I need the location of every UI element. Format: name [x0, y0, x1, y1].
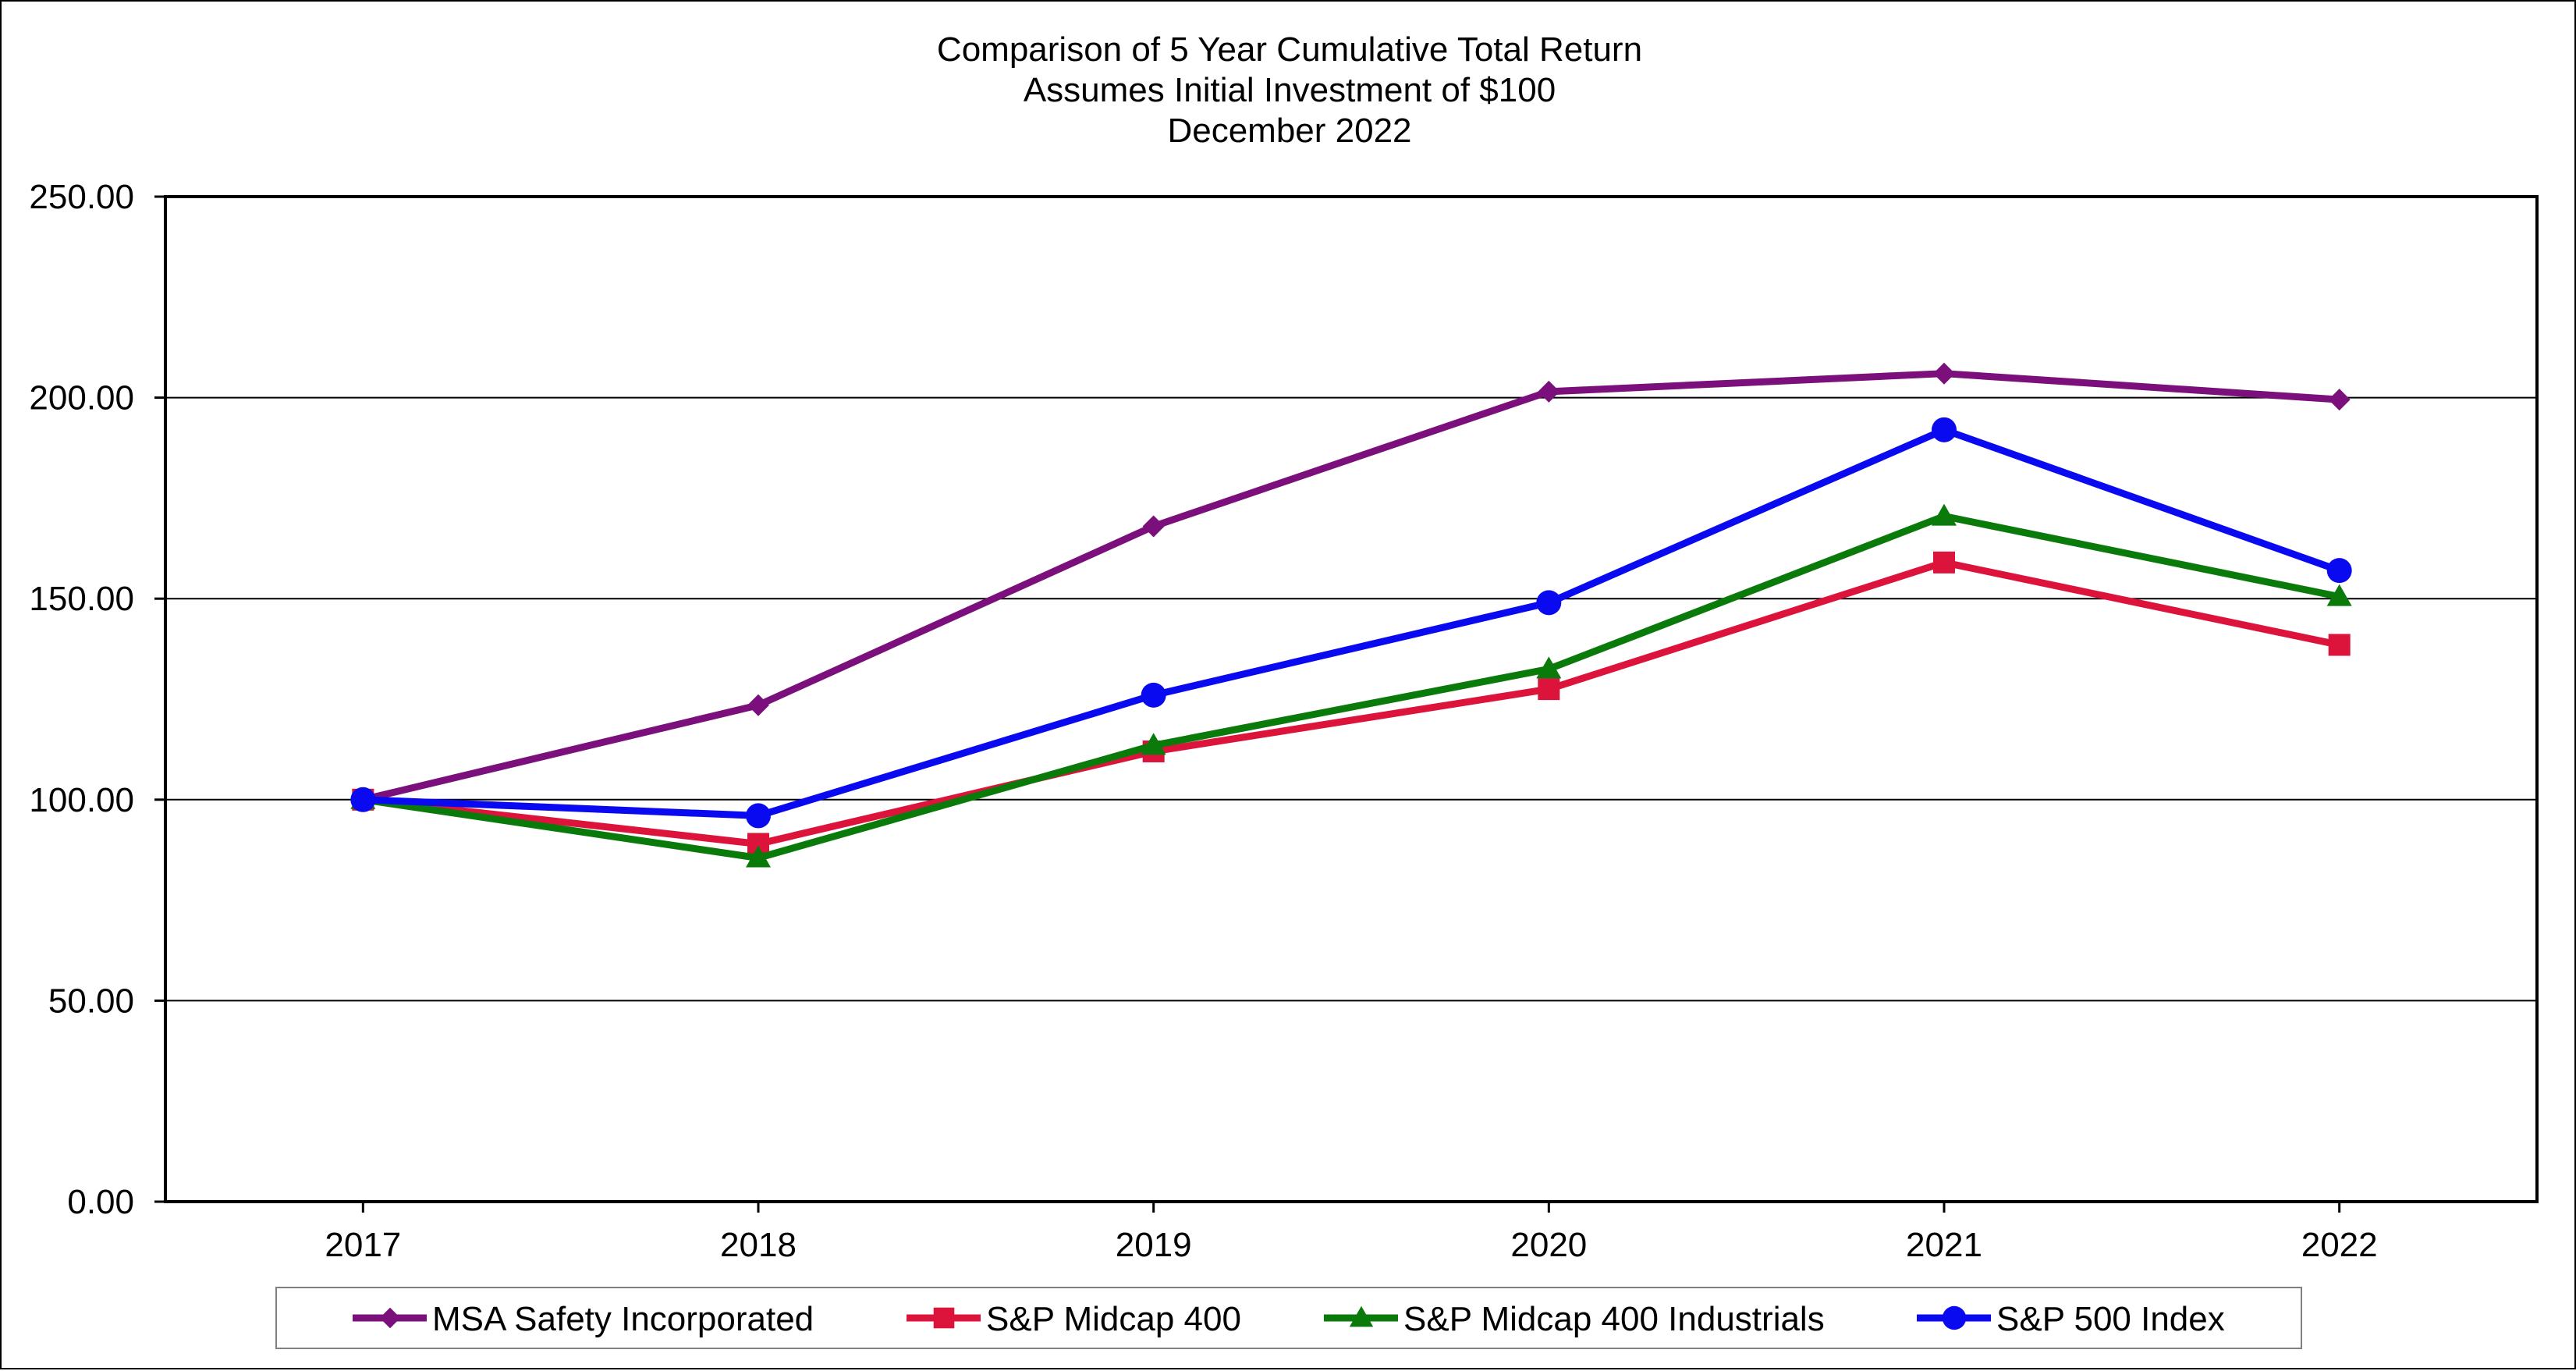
- legend-label: S&P Midcap 400: [986, 1300, 1241, 1338]
- series-line: [359, 513, 2344, 862]
- legend-item-sandp-500-index: S&P 500 Index: [1917, 1300, 2225, 1338]
- chart-title-line: Comparison of 5 Year Cumulative Total Re…: [937, 30, 1642, 69]
- legend-label: S&P 500 Index: [1996, 1300, 2225, 1338]
- data-point: [2328, 634, 2351, 656]
- x-tick-label: 2020: [1510, 1226, 1587, 1264]
- y-tick-label: 0.00: [67, 1183, 134, 1221]
- data-point: [1536, 656, 1562, 679]
- y-tick-label: 200.00: [29, 379, 134, 417]
- data-point: [2326, 584, 2352, 606]
- x-axis: 2017 2018 2019 2020 2021 2022: [325, 1202, 2378, 1264]
- x-tick-label: 2021: [1906, 1226, 1982, 1264]
- data-point: [2326, 558, 2352, 584]
- legend-label: S&P Midcap 400 Industrials: [1403, 1300, 1825, 1338]
- chart-title-line: December 2022: [1167, 112, 1411, 150]
- x-tick-label: 2017: [325, 1226, 401, 1264]
- data-point: [1536, 590, 1562, 616]
- data-point: [747, 694, 769, 716]
- x-tick-label: 2019: [1116, 1226, 1192, 1264]
- legend-item-sandp-midcap-400: S&P Midcap 400: [907, 1300, 1241, 1338]
- legend-label: MSA Safety Incorporated: [432, 1300, 814, 1338]
- gridlines: [165, 396, 2537, 1002]
- data-point: [1932, 417, 1957, 442]
- series-line: [359, 370, 2344, 804]
- y-tick-label: 100.00: [29, 781, 134, 819]
- data-point: [1538, 380, 1560, 403]
- series-line: [359, 559, 2344, 847]
- legend-item-msa-safety-incorporated: MSA Safety Incorporated: [353, 1300, 814, 1338]
- plot-area: [164, 195, 2539, 1203]
- legend-marker: [933, 1307, 955, 1329]
- x-tick-label: 2022: [2301, 1226, 2378, 1264]
- x-tick-label: 2018: [720, 1226, 797, 1264]
- legend-marker: [379, 1307, 401, 1329]
- series-line: [359, 426, 2344, 819]
- data-point: [2328, 389, 2351, 411]
- chart-title: Comparison of 5 Year Cumulative Total Re…: [937, 30, 1642, 150]
- data-point: [1142, 515, 1165, 538]
- chart-title-line: Assumes Initial Investment of $100: [1024, 71, 1556, 109]
- data-point: [1141, 682, 1166, 708]
- y-axis: 0.00 50.00 100.00 150.00 200.00 250.00: [29, 178, 165, 1221]
- legend-item-sandp-midcap-400-industrials: S&P Midcap 400 Industrials: [1324, 1300, 1825, 1338]
- data-point: [1933, 362, 1955, 385]
- y-tick-label: 150.00: [29, 580, 134, 618]
- series-sandp-500-index: [350, 417, 2352, 829]
- data-point: [1933, 551, 1955, 574]
- data-point: [1932, 503, 1957, 526]
- legend-marker: [1349, 1305, 1374, 1327]
- y-tick-label: 50.00: [48, 982, 134, 1020]
- data-point: [1141, 733, 1166, 755]
- data-point: [1538, 678, 1560, 701]
- legend: MSA Safety Incorporated S&P Midcap 400 S&P…: [275, 1287, 2302, 1349]
- data-point: [746, 845, 771, 868]
- y-tick-label: 250.00: [29, 178, 134, 216]
- series-layer: [350, 362, 2352, 868]
- data-point: [746, 803, 771, 829]
- legend-marker: [1942, 1305, 1967, 1330]
- data-point: [350, 787, 376, 812]
